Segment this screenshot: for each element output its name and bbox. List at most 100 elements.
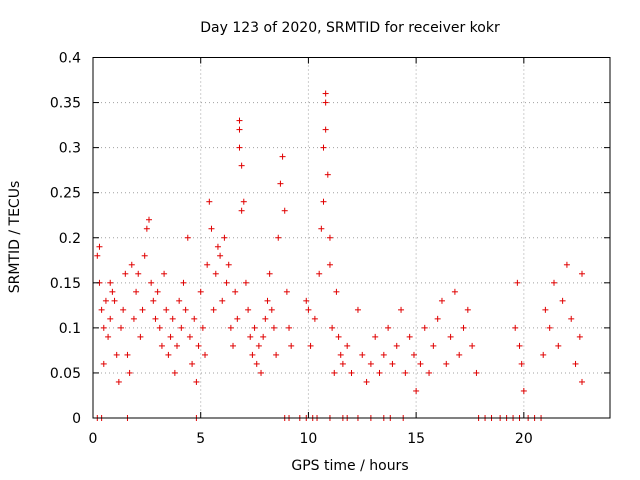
data-point	[576, 333, 583, 340]
data-point	[326, 261, 333, 268]
data-point	[158, 342, 165, 349]
x-tick-label: 10	[300, 431, 318, 447]
data-point	[100, 360, 107, 367]
data-point	[430, 342, 437, 349]
y-tick-label: 0.4	[59, 51, 81, 67]
data-point	[245, 306, 252, 313]
x-tick-label: 15	[407, 431, 425, 447]
data-point	[115, 378, 122, 385]
data-point	[105, 333, 112, 340]
data-point	[578, 270, 585, 277]
plot-frame	[92, 57, 611, 419]
data-point	[238, 207, 245, 214]
data-point	[520, 387, 527, 394]
data-point	[221, 234, 228, 241]
data-point	[464, 306, 471, 313]
data-point	[550, 279, 557, 286]
data-point	[563, 261, 570, 268]
data-point	[111, 297, 118, 304]
data-point	[107, 279, 114, 286]
data-point	[326, 234, 333, 241]
data-point	[443, 360, 450, 367]
data-point	[247, 333, 254, 340]
data-point	[273, 351, 280, 358]
data-point	[122, 270, 129, 277]
data-point	[372, 333, 379, 340]
data-point	[333, 288, 340, 295]
data-point	[96, 243, 103, 250]
data-point	[130, 315, 137, 322]
data-point	[568, 315, 575, 322]
data-point	[100, 324, 107, 331]
data-point	[139, 306, 146, 313]
data-point	[320, 198, 327, 205]
data-point	[262, 315, 269, 322]
data-point	[186, 333, 193, 340]
data-point	[124, 351, 131, 358]
y-tick-label: 0.1	[59, 321, 81, 337]
data-point	[275, 234, 282, 241]
data-point	[258, 369, 265, 376]
data-point	[413, 387, 420, 394]
x-axis-label: GPS time / hours	[291, 458, 408, 474]
data-point	[137, 333, 144, 340]
data-point	[406, 333, 413, 340]
data-point	[161, 270, 168, 277]
data-point	[376, 369, 383, 376]
data-point	[98, 306, 105, 313]
data-point	[559, 297, 566, 304]
data-point	[163, 306, 170, 313]
y-tick-label: 0.3	[59, 141, 81, 157]
data-point	[202, 351, 209, 358]
data-point	[154, 288, 161, 295]
data-point	[363, 378, 370, 385]
data-point	[286, 324, 293, 331]
data-point	[277, 180, 284, 187]
data-point	[447, 333, 454, 340]
data-point	[320, 144, 327, 151]
data-point	[512, 324, 519, 331]
data-point	[251, 324, 258, 331]
data-point	[120, 306, 127, 313]
data-points	[94, 90, 585, 421]
data-point	[223, 279, 230, 286]
x-axis: 0 5 10 15 20	[89, 57, 533, 447]
data-point	[236, 144, 243, 151]
data-point	[234, 315, 241, 322]
data-point	[169, 315, 176, 322]
data-point	[410, 351, 417, 358]
data-point	[266, 270, 273, 277]
y-tick-label: 0.25	[50, 186, 81, 202]
data-point	[156, 324, 163, 331]
data-point	[354, 306, 361, 313]
data-point	[102, 297, 109, 304]
data-point	[178, 324, 185, 331]
data-point	[171, 369, 178, 376]
data-point	[230, 342, 237, 349]
data-point	[389, 360, 396, 367]
data-point	[240, 198, 247, 205]
data-point	[236, 126, 243, 133]
data-point	[174, 342, 181, 349]
data-point	[126, 369, 133, 376]
data-point	[367, 360, 374, 367]
data-point	[107, 315, 114, 322]
data-point	[305, 306, 312, 313]
data-point	[542, 306, 549, 313]
data-point	[380, 351, 387, 358]
data-point	[109, 288, 116, 295]
data-point	[167, 333, 174, 340]
data-point	[184, 234, 191, 241]
data-point	[324, 171, 331, 178]
data-point	[219, 297, 226, 304]
data-point	[348, 369, 355, 376]
y-tick-label: 0.2	[59, 231, 81, 247]
data-point	[195, 342, 202, 349]
data-point	[150, 297, 157, 304]
data-point	[268, 306, 275, 313]
data-point	[518, 360, 525, 367]
data-point	[426, 369, 433, 376]
data-point	[135, 270, 142, 277]
data-point	[182, 306, 189, 313]
